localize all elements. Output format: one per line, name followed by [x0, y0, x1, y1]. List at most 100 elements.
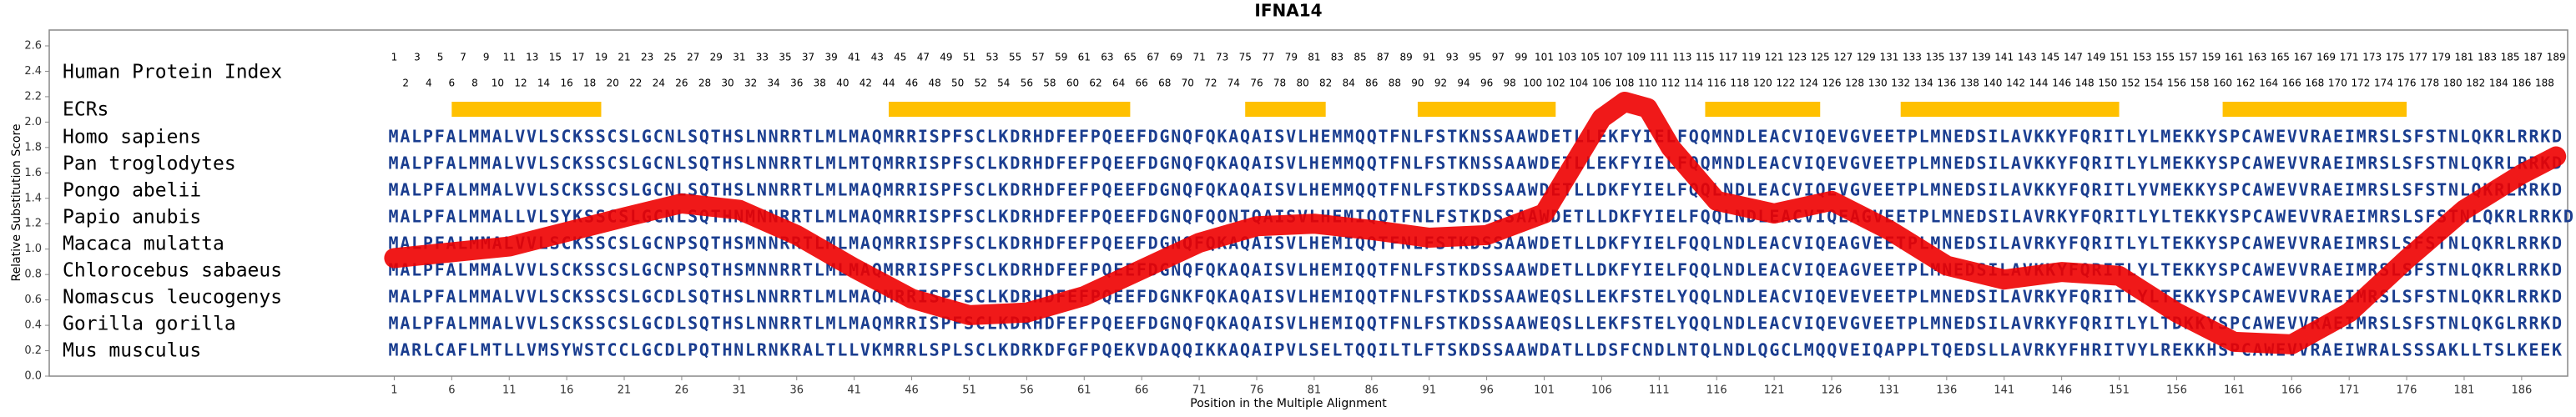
- protein-index-number: 136: [1937, 78, 1956, 89]
- y-axis-label: Relative Substitution Score: [10, 123, 23, 281]
- x-tick-label: 126: [1822, 384, 1843, 397]
- protein-index-number: 123: [1787, 52, 1807, 63]
- x-tick-label: 41: [847, 384, 861, 397]
- x-tick-label: 141: [1994, 384, 2014, 397]
- x-tick-label: 56: [1020, 384, 1034, 397]
- protein-index-number: 105: [1580, 52, 1600, 63]
- y-tick-label: 1.4: [24, 192, 42, 204]
- x-tick-label: 46: [905, 384, 919, 397]
- protein-index-number: 175: [2386, 52, 2405, 63]
- protein-index-number: 25: [664, 52, 677, 63]
- protein-index-number: 112: [1661, 78, 1681, 89]
- protein-index-number: 127: [1833, 52, 1853, 63]
- protein-index-number: 31: [733, 52, 745, 63]
- protein-index-number: 119: [1742, 52, 1761, 63]
- y-tick-label: 0.8: [24, 269, 42, 281]
- protein-index-number: 146: [2052, 78, 2071, 89]
- y-tick-label: 1.0: [24, 243, 42, 255]
- protein-index-number: 171: [2340, 52, 2359, 63]
- ecr-bar: [2222, 102, 2407, 117]
- x-tick-label: 36: [789, 384, 804, 397]
- protein-index-number: 179: [2432, 52, 2451, 63]
- protein-index-number: 73: [1216, 52, 1228, 63]
- protein-index-number: 41: [848, 52, 860, 63]
- protein-index-number: 82: [1319, 78, 1332, 89]
- protein-index-number: 72: [1204, 78, 1217, 89]
- protein-index-number: 63: [1101, 52, 1113, 63]
- protein-index-number: 14: [537, 78, 550, 89]
- protein-index-number: 26: [675, 78, 688, 89]
- protein-index-number: 142: [2006, 78, 2025, 89]
- x-tick-label: 161: [2224, 384, 2245, 397]
- protein-index-number: 86: [1365, 78, 1378, 89]
- x-tick-label: 116: [1706, 384, 1727, 397]
- protein-index-number: 109: [1626, 52, 1646, 63]
- protein-index-number: 160: [2213, 78, 2232, 89]
- chart-title: IFNA14: [1254, 1, 1322, 21]
- protein-index-number: 167: [2294, 52, 2313, 63]
- protein-index-number: 95: [1469, 52, 1481, 63]
- protein-index-number: 126: [1822, 78, 1842, 89]
- protein-index-number: 29: [710, 52, 723, 63]
- protein-index-number: 30: [721, 78, 733, 89]
- y-tick-label: 1.2: [24, 218, 42, 230]
- species-label: Gorilla gorilla: [63, 314, 236, 335]
- protein-index-number: 84: [1343, 78, 1355, 89]
- protein-index-number: 130: [1868, 78, 1888, 89]
- protein-index-number: 65: [1124, 52, 1137, 63]
- ecr-bar: [451, 102, 602, 117]
- protein-index-number: 1: [391, 52, 398, 63]
- protein-index-number: 64: [1112, 78, 1125, 89]
- x-tick-label: 21: [618, 384, 632, 397]
- protein-index-number: 50: [951, 78, 964, 89]
- protein-index-number: 161: [2225, 52, 2244, 63]
- protein-index-number: 180: [2443, 78, 2463, 89]
- protein-index-number: 4: [426, 78, 432, 89]
- protein-index-number: 58: [1043, 78, 1056, 89]
- sequence: MALPFALMMALVVLSCKSSCSLGCNLSQTHSLNNRRTLML…: [389, 153, 2563, 173]
- protein-index-number: 11: [503, 52, 516, 63]
- protein-index-number: 80: [1296, 78, 1308, 89]
- protein-index-number: 138: [1960, 78, 1979, 89]
- protein-index-number: 108: [1616, 78, 1635, 89]
- protein-index-number: 116: [1707, 78, 1727, 89]
- protein-index-number: 169: [2316, 52, 2336, 63]
- protein-index-number: 188: [2535, 78, 2554, 89]
- protein-index-number: 148: [2075, 78, 2095, 89]
- protein-index-number: 134: [1914, 78, 1933, 89]
- protein-index-number: 42: [860, 78, 872, 89]
- x-tick-label: 146: [2051, 384, 2072, 397]
- protein-index-number: 187: [2523, 52, 2543, 63]
- protein-index-number: 5: [437, 52, 444, 63]
- protein-index-number: 92: [1434, 78, 1447, 89]
- protein-index-number: 12: [514, 78, 527, 89]
- protein-index-number: 184: [2489, 78, 2508, 89]
- x-tick-label: 11: [502, 384, 517, 397]
- species-label: Macaca mulatta: [63, 234, 224, 255]
- protein-index-number: 20: [607, 78, 619, 89]
- protein-index-number: 9: [483, 52, 490, 63]
- protein-index-number: 121: [1765, 52, 1784, 63]
- protein-index-number: 152: [2121, 78, 2140, 89]
- y-tick-label: 1.6: [24, 167, 42, 179]
- protein-index-number: 40: [836, 78, 849, 89]
- sequence: MALPFALMMALVVLSCKSSCSLGCDLSQTHSLNNRRTLML…: [389, 287, 2563, 307]
- protein-index-number: 151: [2110, 52, 2129, 63]
- protein-index-number: 189: [2547, 52, 2566, 63]
- protein-index-number: 158: [2190, 78, 2210, 89]
- protein-index-number: 68: [1158, 78, 1171, 89]
- protein-index-number: 124: [1799, 78, 1818, 89]
- ecr-bar: [1705, 102, 1821, 117]
- protein-index-number: 45: [894, 52, 906, 63]
- protein-index-number: 186: [2512, 78, 2531, 89]
- protein-index-number: 157: [2179, 52, 2198, 63]
- protein-index-number: 51: [963, 52, 975, 63]
- protein-index-number: 102: [1546, 78, 1565, 89]
- protein-index-number: 115: [1696, 52, 1715, 63]
- protein-index-number: 35: [779, 52, 791, 63]
- protein-index-number: 34: [768, 78, 780, 89]
- x-tick-label: 121: [1764, 384, 1785, 397]
- protein-index-number: 163: [2247, 52, 2266, 63]
- protein-index-number: 140: [1984, 78, 2003, 89]
